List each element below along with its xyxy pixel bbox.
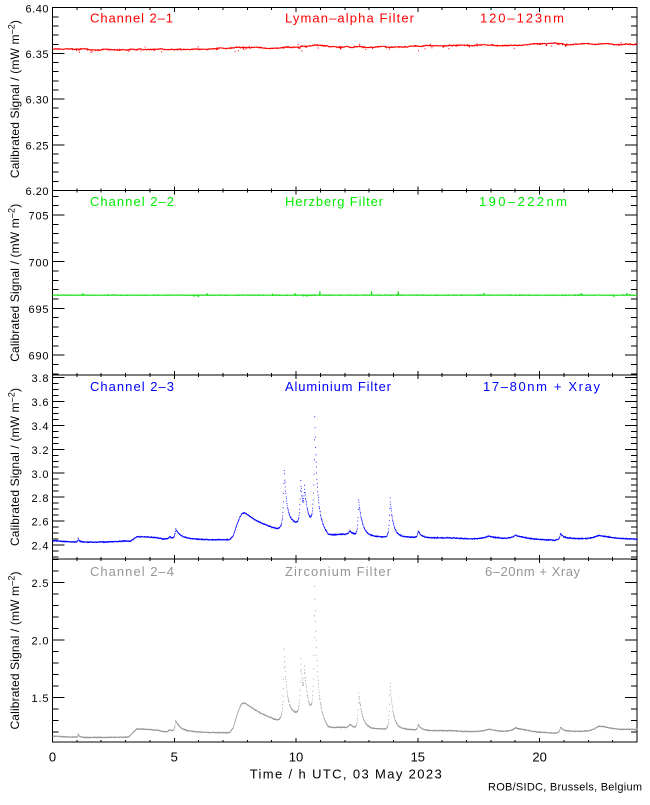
- svg-text:3.2: 3.2: [32, 445, 49, 457]
- svg-text:3.0: 3.0: [32, 469, 49, 481]
- svg-text:Calibrated Signal / (mW m–2): Calibrated Signal / (mW m–2): [7, 20, 23, 178]
- svg-text:705: 705: [29, 211, 49, 223]
- svg-text:2.5: 2.5: [32, 578, 49, 590]
- svg-text:Calibrated Signal / (mW m–2): Calibrated Signal / (mW m–2): [7, 572, 23, 730]
- svg-text:6.30: 6.30: [26, 95, 49, 107]
- svg-text:6.20: 6.20: [26, 186, 49, 198]
- svg-text:Zirconium Filter: Zirconium Filter: [285, 564, 392, 579]
- svg-text:3.8: 3.8: [32, 373, 49, 385]
- svg-text:15: 15: [411, 749, 425, 764]
- svg-text:10: 10: [289, 749, 303, 764]
- svg-text:17–80nm + Xray: 17–80nm + Xray: [483, 379, 601, 394]
- svg-text:Lyman–alpha Filter: Lyman–alpha Filter: [285, 10, 415, 25]
- svg-text:Channel 2–1: Channel 2–1: [90, 10, 173, 25]
- svg-text:6.25: 6.25: [26, 140, 49, 152]
- svg-text:2.8: 2.8: [32, 493, 49, 505]
- svg-text:Channel 2–3: Channel 2–3: [90, 379, 174, 394]
- svg-text:690: 690: [29, 351, 49, 363]
- svg-text:2.4: 2.4: [32, 541, 49, 553]
- svg-text:Aluminium Filter: Aluminium Filter: [285, 379, 392, 394]
- svg-text:0: 0: [49, 749, 56, 764]
- svg-text:3.6: 3.6: [32, 397, 49, 409]
- svg-text:6.40: 6.40: [26, 3, 49, 15]
- svg-text:700: 700: [29, 257, 49, 269]
- svg-text:5: 5: [171, 749, 178, 764]
- svg-text:695: 695: [29, 304, 49, 316]
- svg-text:Calibrated Signal / (mW m–2): Calibrated Signal / (mW m–2): [7, 388, 23, 546]
- svg-text:2.0: 2.0: [32, 636, 49, 648]
- svg-text:3.4: 3.4: [32, 421, 49, 433]
- svg-text:Calibrated Signal / (mW m–2): Calibrated Signal / (mW m–2): [7, 204, 23, 362]
- svg-text:Time / h UTC, 03 May 2023: Time / h UTC, 03 May 2023: [250, 766, 442, 781]
- svg-text:6–20nm + Xray: 6–20nm + Xray: [485, 564, 581, 579]
- svg-text:Herzberg Filter: Herzberg Filter: [285, 194, 384, 209]
- svg-text:Channel 2–4: Channel 2–4: [90, 564, 174, 579]
- svg-text:ROB/SIDC, Brussels, Belgium: ROB/SIDC, Brussels, Belgium: [488, 782, 642, 794]
- svg-text:2.6: 2.6: [32, 517, 49, 529]
- svg-text:Channel 2–2: Channel 2–2: [90, 194, 174, 209]
- svg-text:6.35: 6.35: [26, 49, 49, 61]
- svg-text:20: 20: [532, 749, 546, 764]
- svg-text:1.5: 1.5: [32, 693, 49, 705]
